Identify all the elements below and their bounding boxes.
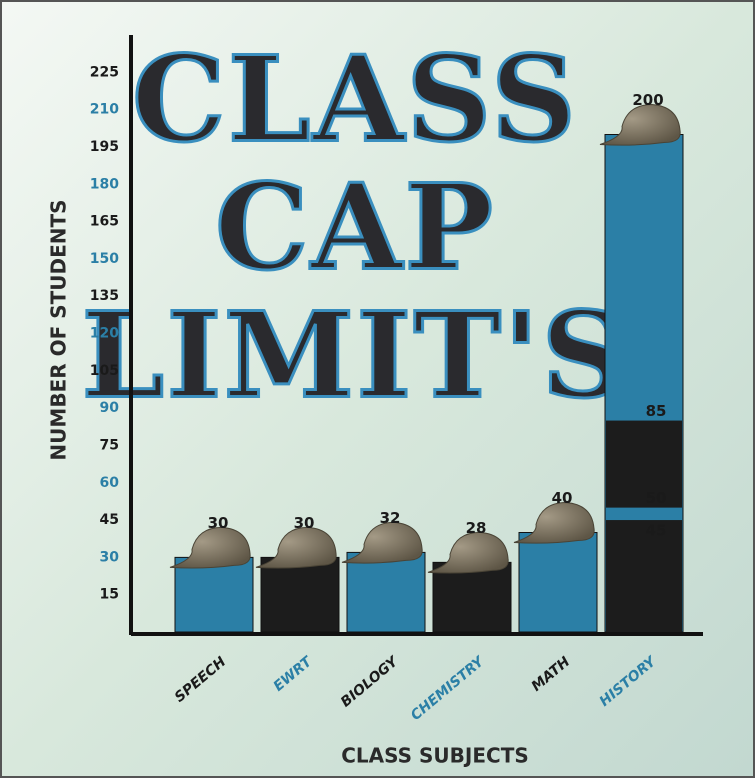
y-tick-label: 165 (90, 214, 119, 230)
value-label: 200 (632, 91, 663, 109)
y-tick-label: 30 (100, 549, 120, 565)
x-axis-label: CLASS SUBJECTS (341, 744, 529, 768)
bar (174, 556, 254, 633)
y-tick-label: 105 (90, 363, 119, 379)
value-label: 30 (208, 514, 229, 532)
bar (346, 551, 426, 633)
y-tick-label: 45 (100, 512, 119, 528)
value-label: 40 (552, 489, 573, 507)
bar-segment (606, 520, 682, 632)
y-tick-label: 225 (90, 64, 119, 80)
title-line: CAP (215, 158, 495, 297)
bar (260, 556, 340, 633)
y-tick-label: 210 (90, 102, 119, 118)
title-line: LIMIT'S (81, 286, 628, 425)
value-label: 28 (466, 519, 487, 537)
band-label: 85 (646, 402, 667, 420)
band-label: 50 (646, 489, 667, 507)
y-tick-label: 180 (90, 176, 119, 192)
y-tick-label: 75 (100, 437, 119, 453)
cap (599, 103, 681, 146)
band-label: 45 (646, 522, 667, 540)
y-tick-label: 195 (90, 139, 119, 155)
y-tick-label: 90 (100, 400, 120, 416)
value-label: 32 (380, 509, 401, 527)
y-tick-label: 150 (90, 251, 119, 267)
cap (169, 526, 251, 569)
y-tick-label: 120 (90, 326, 119, 342)
cap (427, 531, 509, 574)
cap (255, 526, 337, 569)
y-tick-label: 135 (90, 288, 119, 304)
title-line: CLASS (132, 30, 578, 169)
cap (341, 521, 423, 564)
y-axis-label: NUMBER OF STUDENTS (47, 199, 71, 460)
y-tick-label: 15 (100, 587, 119, 603)
value-label: 30 (294, 514, 315, 532)
y-tick-label: 60 (100, 475, 120, 491)
cap (513, 501, 595, 544)
bar (518, 532, 598, 633)
